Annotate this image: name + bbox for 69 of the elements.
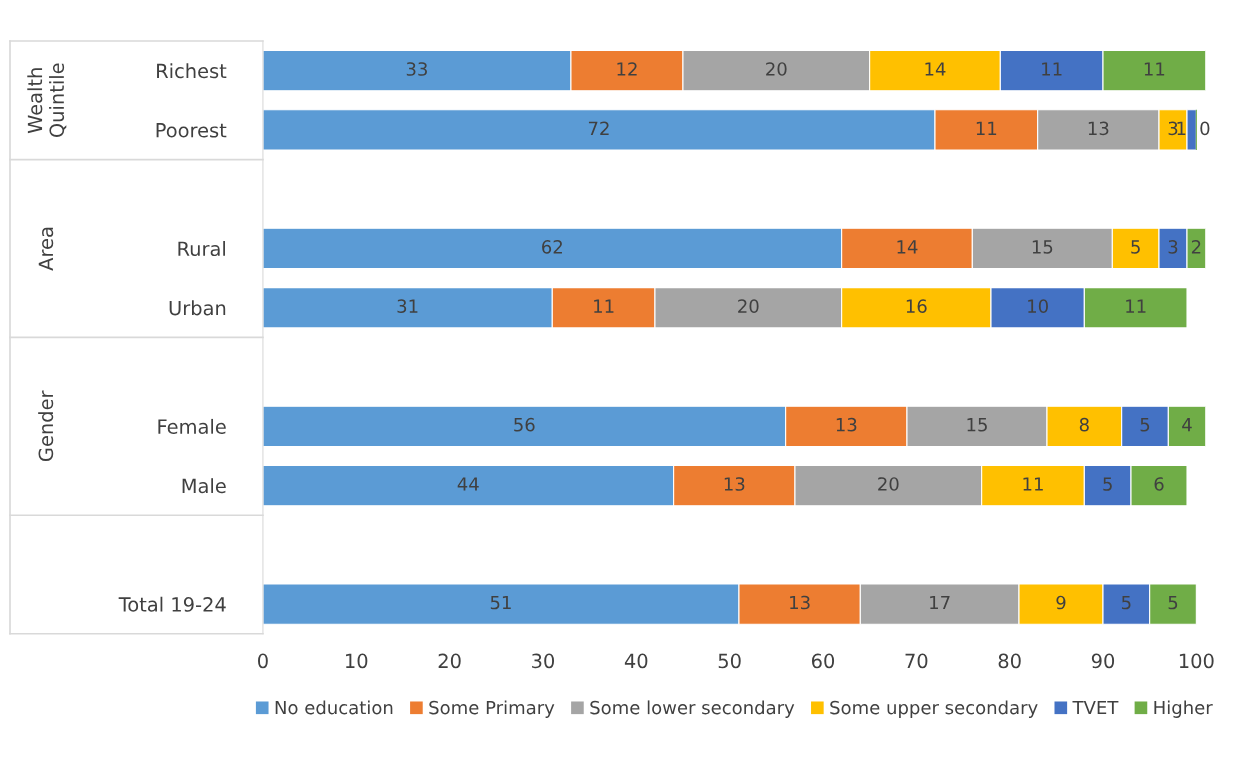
text: Wealth Quintile (27, 63, 67, 138)
data-label: 20 (878, 477, 899, 491)
data-label: 20 (738, 299, 759, 313)
data-label: 11 (594, 299, 614, 313)
data-label: 3 (1168, 240, 1178, 254)
x-tick-label: 70 (905, 653, 928, 669)
data-label: 13 (836, 417, 857, 432)
data-label: 51 (490, 595, 511, 610)
data-label: 9 (1056, 595, 1066, 610)
y-tick-label: Rural (178, 241, 225, 257)
legend-label: Higher (1154, 700, 1213, 718)
data-label: 14 (925, 62, 946, 76)
y-tick-label: Urban (169, 300, 226, 316)
data-label: 13 (1088, 121, 1109, 136)
data-label: 15 (1032, 240, 1053, 254)
data-label: 3 (1168, 121, 1178, 136)
legend-label: Some upper secondary (830, 700, 1038, 718)
data-label: 5 (1121, 595, 1131, 610)
data-label: 15 (967, 418, 987, 432)
data-label: 6 (1154, 477, 1164, 491)
y-tick-label: Total 19-24 (118, 596, 226, 612)
data-label: 5 (1103, 477, 1112, 491)
y-tick-label: Richest (157, 63, 227, 79)
data-label: 5 (1131, 240, 1140, 254)
data-label: 62 (542, 240, 562, 254)
x-tick-label: 100 (1179, 653, 1214, 669)
legend-label: Some Primary (429, 700, 555, 718)
data-label: 10 (1028, 299, 1048, 313)
legend-label: No education (275, 700, 393, 715)
legend-label: Some lower secondary (590, 700, 795, 718)
data-label: 33 (406, 62, 427, 76)
data-label: 44 (457, 477, 479, 491)
data-label: 13 (724, 477, 745, 491)
data-label: 1 (1177, 121, 1186, 135)
x-tick-label: 10 (346, 653, 368, 669)
data-label: 72 (588, 121, 609, 135)
text: Area (38, 227, 54, 271)
data-label: 12 (617, 62, 637, 76)
data-label: 17 (930, 595, 950, 610)
data-label: 0 (1200, 121, 1210, 136)
data-label: 5 (1140, 418, 1150, 432)
x-tick-label: 60 (811, 653, 835, 669)
data-label: 11 (1023, 477, 1043, 491)
y-tick-label: Female (158, 418, 226, 434)
data-label: 56 (514, 417, 535, 432)
x-tick-label: 0 (258, 653, 268, 669)
x-tick-label: 80 (998, 653, 1021, 669)
data-label: 4 (1182, 418, 1192, 432)
legend-label: TVET (1072, 700, 1119, 715)
text: Gender (38, 390, 54, 462)
y-tick-label: Male (182, 478, 226, 494)
data-label: 20 (766, 62, 787, 76)
x-tick-label: 30 (532, 653, 555, 669)
data-label: 2 (1191, 240, 1201, 254)
data-label: 11 (1144, 62, 1165, 76)
y-tick-label: Poorest (156, 123, 227, 138)
data-label: 11 (976, 121, 997, 135)
data-label: 11 (1126, 299, 1146, 313)
data-label: 16 (906, 299, 927, 313)
x-tick-label: 90 (1091, 653, 1115, 669)
x-tick-label: 50 (718, 653, 741, 669)
x-tick-label: 40 (624, 653, 648, 669)
data-label: 8 (1079, 417, 1089, 432)
data-label: 11 (1042, 62, 1062, 76)
data-label: 31 (397, 299, 418, 313)
data-label: 13 (790, 595, 810, 610)
data-label: 14 (897, 240, 918, 254)
data-label: 5 (1168, 595, 1178, 610)
x-tick-label: 20 (438, 653, 461, 669)
